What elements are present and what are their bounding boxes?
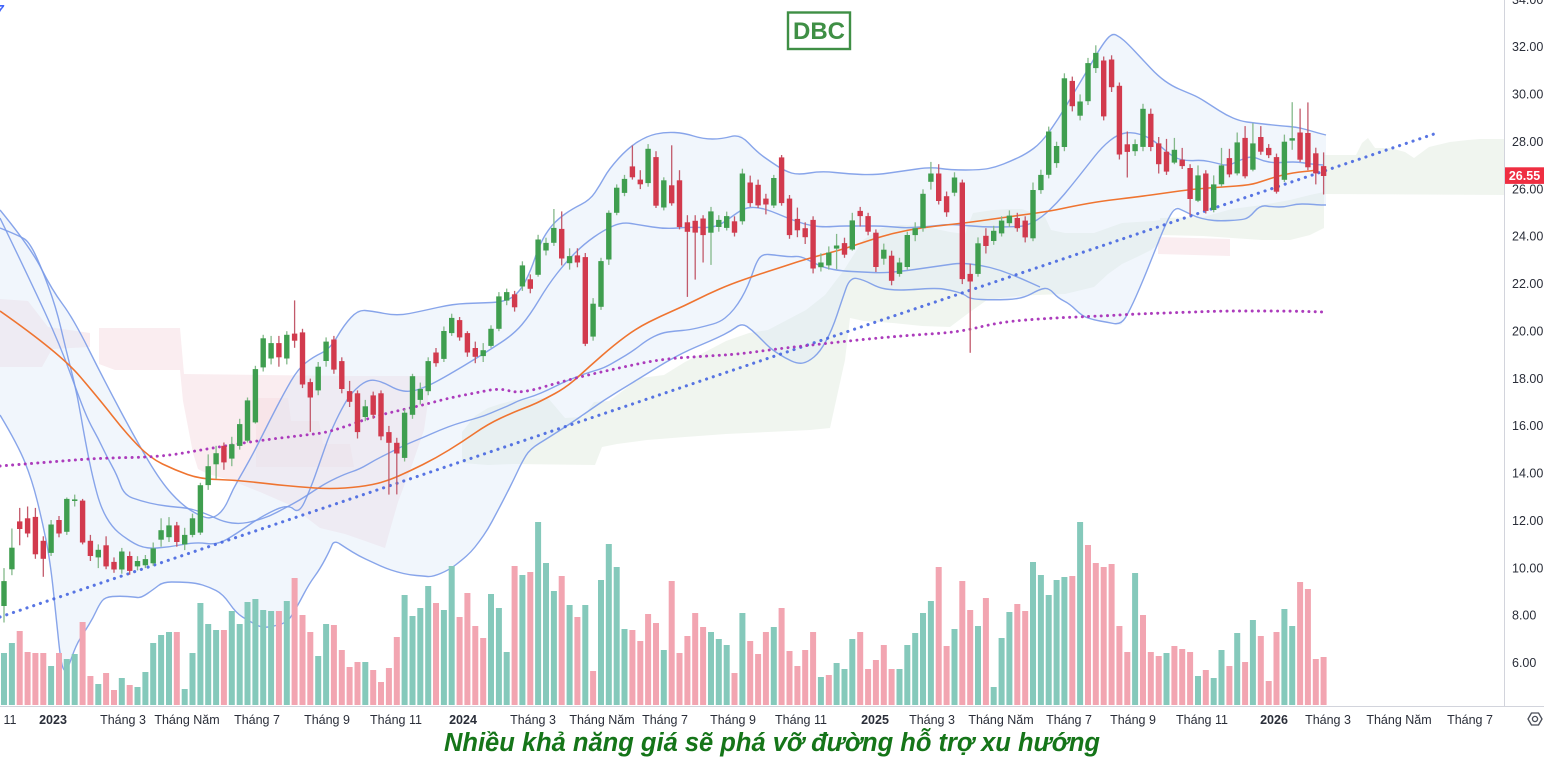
svg-text:2023: 2023 <box>39 713 67 727</box>
svg-text:Tháng Năm: Tháng Năm <box>1366 713 1431 727</box>
svg-text:Tháng 7: Tháng 7 <box>1447 713 1493 727</box>
svg-text:28.00: 28.00 <box>1512 135 1543 149</box>
svg-text:Tháng 7: Tháng 7 <box>1046 713 1092 727</box>
svg-text:Tháng 3: Tháng 3 <box>909 713 955 727</box>
svg-text:16.00: 16.00 <box>1512 419 1543 433</box>
svg-text:22.00: 22.00 <box>1512 277 1543 291</box>
svg-text:12.00: 12.00 <box>1512 514 1543 528</box>
svg-text:10.00: 10.00 <box>1512 561 1543 575</box>
svg-text:24.00: 24.00 <box>1512 230 1543 244</box>
svg-text:Tháng Năm: Tháng Năm <box>968 713 1033 727</box>
svg-text:6.00: 6.00 <box>1512 656 1536 670</box>
svg-text:Tháng 9: Tháng 9 <box>710 713 756 727</box>
svg-text:Tháng Năm: Tháng Năm <box>569 713 634 727</box>
svg-text:Tháng 11: Tháng 11 <box>775 713 827 727</box>
svg-text:26.55: 26.55 <box>1509 169 1540 183</box>
svg-text:11: 11 <box>4 713 17 727</box>
svg-text:Nhiều khả năng giá sẽ phá vỡ đ: Nhiều khả năng giá sẽ phá vỡ đường hỗ tr… <box>444 728 1100 757</box>
svg-text:2025: 2025 <box>861 713 889 727</box>
svg-text:Tháng 7: Tháng 7 <box>642 713 688 727</box>
svg-text:2026: 2026 <box>1260 713 1288 727</box>
svg-text:30.00: 30.00 <box>1512 88 1543 102</box>
svg-text:14.00: 14.00 <box>1512 467 1543 481</box>
svg-text:20.00: 20.00 <box>1512 324 1543 338</box>
svg-text:2024: 2024 <box>449 713 477 727</box>
svg-text:Tháng 11: Tháng 11 <box>1176 713 1228 727</box>
svg-text:Tháng 11: Tháng 11 <box>370 713 422 727</box>
svg-text:Tháng 3: Tháng 3 <box>1305 713 1351 727</box>
svg-text:DBC: DBC <box>793 18 845 45</box>
svg-text:Tháng 7: Tháng 7 <box>234 713 280 727</box>
svg-text:26.00: 26.00 <box>1512 182 1543 196</box>
svg-text:34.00: 34.00 <box>1512 0 1543 7</box>
svg-text:18.00: 18.00 <box>1512 372 1543 386</box>
svg-text:8.00: 8.00 <box>1512 609 1536 623</box>
svg-text:Tháng 9: Tháng 9 <box>1110 713 1156 727</box>
svg-text:Tháng 3: Tháng 3 <box>100 713 146 727</box>
svg-text:Tháng 3: Tháng 3 <box>510 713 556 727</box>
svg-text:Tháng Năm: Tháng Năm <box>154 713 219 727</box>
svg-text:32.00: 32.00 <box>1512 40 1543 54</box>
svg-text:Tháng 9: Tháng 9 <box>304 713 350 727</box>
